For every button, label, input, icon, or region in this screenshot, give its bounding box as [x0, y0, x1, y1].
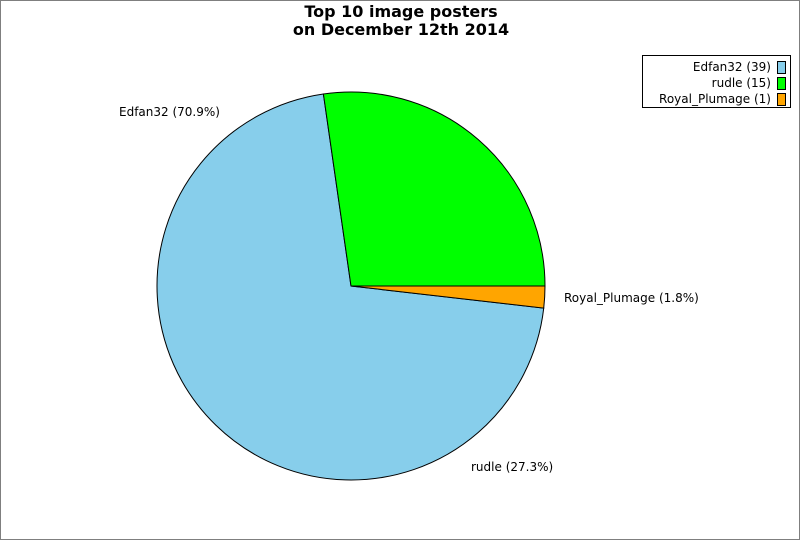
legend-item-edfan32: Edfan32 (39) — [647, 59, 786, 75]
pie-slice-edfan32 — [156, 93, 545, 481]
legend-item-rudle: rudle (15) — [647, 75, 786, 91]
legend: Edfan32 (39) rudle (15) Royal_Plumage (1… — [642, 55, 791, 108]
chart-title-line-2: on December 12th 2014 — [292, 20, 510, 39]
slice-label-rudle: rudle (27.3%) — [471, 460, 553, 474]
pie-slice-royal-plumage — [350, 285, 546, 309]
legend-swatch — [777, 60, 786, 74]
legend-swatch — [777, 92, 786, 106]
legend-label: Edfan32 (39) — [692, 60, 771, 74]
pie-slice-rudle — [322, 91, 546, 287]
slice-label-edfan32: Edfan32 (70.9%) — [119, 105, 220, 119]
legend-label: rudle (15) — [711, 76, 771, 90]
slice-label-royal-plumage: Royal_Plumage (1.8%) — [564, 291, 699, 305]
chart-title: Top 10 image posters on December 12th 20… — [1, 3, 800, 39]
legend-label: Royal_Plumage (1) — [659, 92, 771, 106]
legend-item-royal-plumage: Royal_Plumage (1) — [647, 91, 786, 107]
chart-title-line-1: Top 10 image posters — [304, 2, 498, 21]
legend-swatch — [777, 76, 786, 90]
